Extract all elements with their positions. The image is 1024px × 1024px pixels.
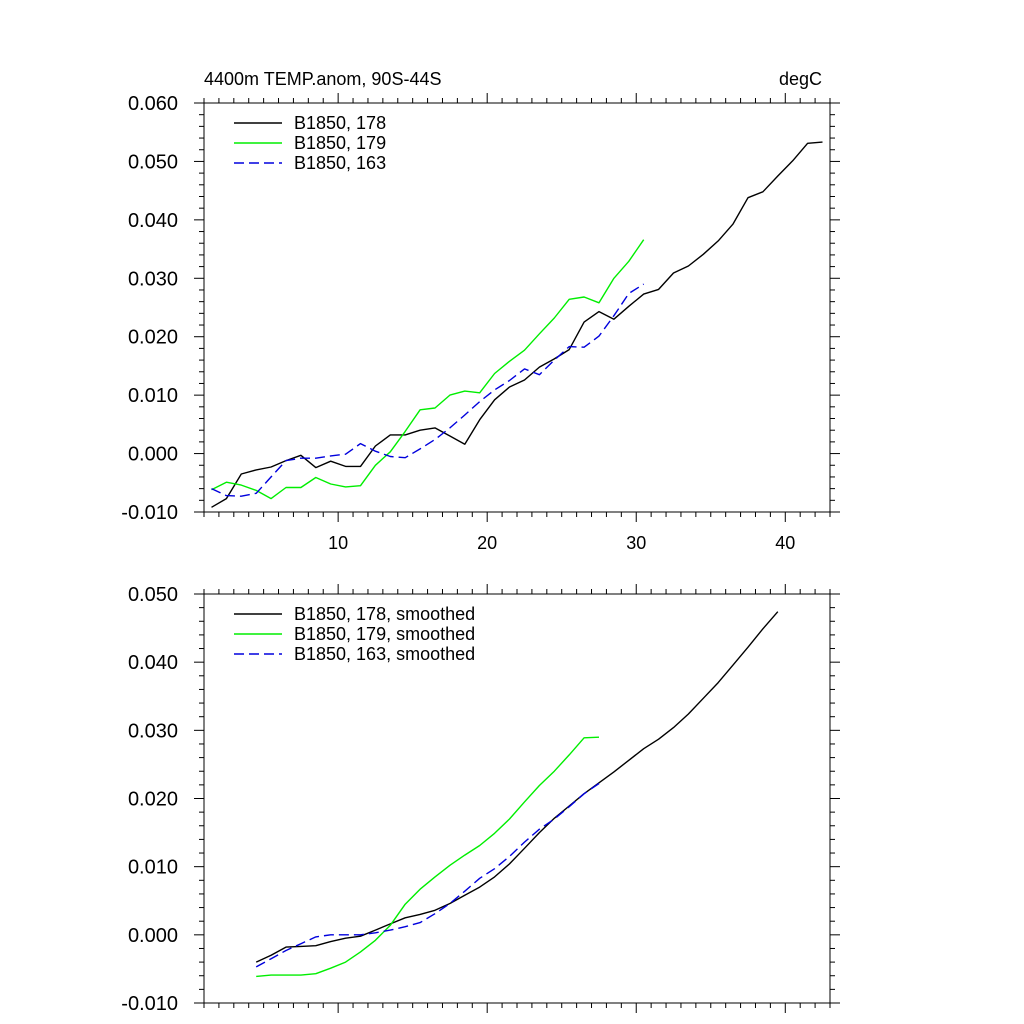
y-tick-label: 0.010	[128, 385, 178, 407]
top-panel: 4400m TEMP.anom, 90S-44S degC 10 20 30 40 -0…	[121, 69, 840, 553]
y-tick-label: -0.010	[121, 993, 178, 1015]
legend-label: B1850, 163	[294, 153, 386, 173]
x-tick-label: 40	[775, 533, 795, 553]
x-tick-label: 20	[477, 533, 497, 553]
top-chart-title: 4400m TEMP.anom, 90S-44S	[204, 69, 441, 89]
y-tick-label: 0.000	[128, 925, 178, 947]
y-tick-label: 0.030	[128, 268, 178, 290]
y-tick-label: 0.000	[128, 444, 178, 466]
y-tick-label: 0.020	[128, 327, 178, 349]
bottom-panel: -0.010 0.000 0.010 0.020 0.030 0.040 0.050 B18…	[121, 584, 840, 1015]
series-line-1	[256, 736, 600, 978]
series-line-2	[211, 283, 645, 497]
legend-label: B1850, 179, smoothed	[294, 624, 475, 644]
series-line-2	[255, 782, 600, 968]
y-tick-label: 0.040	[128, 652, 178, 674]
series-line-1	[211, 239, 645, 500]
y-tick-label: 0.030	[128, 720, 178, 742]
legend-label: B1850, 178, smoothed	[294, 604, 475, 624]
series-line-0	[211, 141, 823, 508]
top-axes: 10 20 30 40 -0.010 0.000 0.010 0.020 0.030 0.040 0…	[121, 93, 840, 553]
y-tick-label: 0.020	[128, 789, 178, 811]
x-tick-label: 30	[626, 533, 646, 553]
top-series	[211, 141, 823, 508]
top-chart-units: degC	[779, 69, 822, 89]
bottom-series	[255, 611, 779, 978]
y-tick-label: 0.060	[128, 93, 178, 115]
y-tick-label: -0.010	[121, 502, 178, 524]
x-tick-label: 10	[328, 533, 348, 553]
series-line-0	[255, 611, 779, 963]
y-tick-label: 0.050	[128, 151, 178, 173]
bottom-axes: -0.010 0.000 0.010 0.020 0.030 0.040 0.050	[121, 584, 840, 1015]
legend-label: B1850, 178	[294, 113, 386, 133]
legend-label: B1850, 179	[294, 133, 386, 153]
y-tick-label: 0.040	[128, 210, 178, 232]
y-tick-label: 0.010	[128, 857, 178, 879]
legend-label: B1850, 163, smoothed	[294, 644, 475, 664]
y-tick-label: 0.050	[128, 584, 178, 606]
